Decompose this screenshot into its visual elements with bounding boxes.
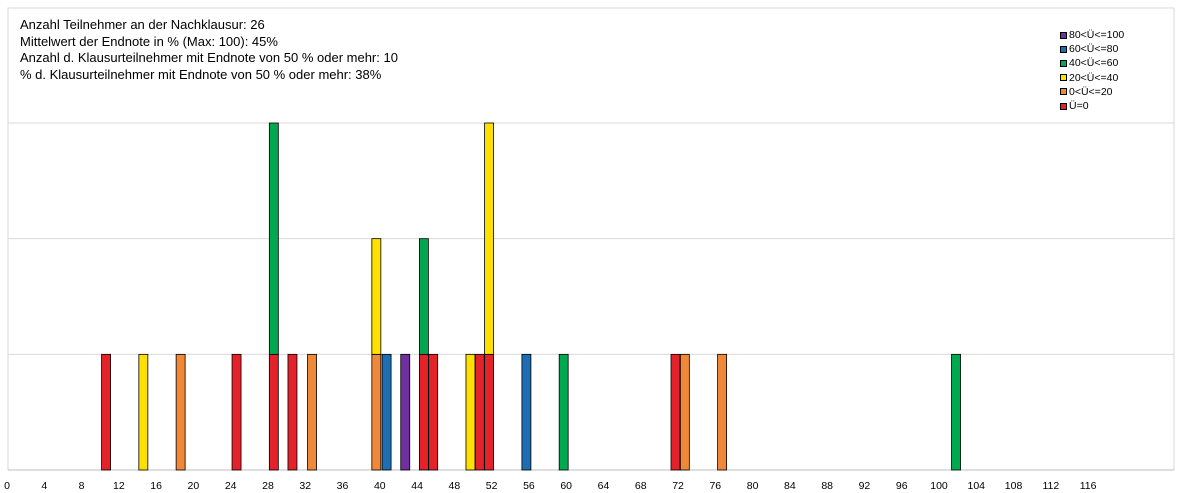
legend-item-20-40: 20<Ü<=40 xyxy=(1060,71,1124,85)
legend-swatch xyxy=(1060,102,1067,110)
bar xyxy=(484,122,495,355)
legend-label: 80<Ü<=100 xyxy=(1069,29,1125,41)
legend-label: 20<Ü<=40 xyxy=(1069,71,1119,84)
x-tick-label: 116 xyxy=(1080,480,1097,492)
x-tick-label: 84 xyxy=(784,480,796,492)
x-tick-label: 20 xyxy=(188,480,200,492)
x-tick-label: 56 xyxy=(523,480,535,492)
x-tick-label: 112 xyxy=(1042,480,1059,492)
bar xyxy=(101,353,111,471)
bar xyxy=(717,353,728,471)
bar xyxy=(465,353,476,471)
bar xyxy=(679,353,690,471)
legend-swatch xyxy=(1060,74,1067,82)
x-tick-label: 36 xyxy=(337,480,349,492)
legend: 80<Ü<=100 60<Ü<=80 40<Ü<=60 20<Ü<=40 0<Ü… xyxy=(1060,28,1124,113)
x-tick-label: 92 xyxy=(859,480,871,492)
bar xyxy=(138,353,149,471)
info-count-passed: Anzahl d. Klausurteilnehmer mit Endnote … xyxy=(20,50,398,65)
bar xyxy=(268,122,279,355)
legend-item-60-80: 60<Ü<=80 xyxy=(1060,42,1124,56)
x-tick-label: 52 xyxy=(486,480,498,492)
x-tick-label: 72 xyxy=(672,480,684,492)
bar xyxy=(268,353,279,471)
x-tick-label: 28 xyxy=(262,480,274,492)
legend-swatch xyxy=(1060,45,1067,53)
legend-item-0: Ü=0 xyxy=(1060,99,1124,113)
x-tick-label: 16 xyxy=(150,480,162,492)
legend-label: Ü=0 xyxy=(1069,100,1089,113)
bar xyxy=(418,238,429,355)
bar xyxy=(670,353,681,471)
x-tick-label: 0 xyxy=(4,480,10,492)
info-block: Anzahl Teilnehmer an der Nachklausur: 26… xyxy=(20,17,398,83)
x-tick-label: 60 xyxy=(560,480,572,492)
x-tick-label: 4 xyxy=(41,480,47,492)
bar xyxy=(428,353,439,471)
legend-swatch xyxy=(1060,88,1067,96)
bar xyxy=(474,353,485,471)
bar xyxy=(418,353,429,471)
x-tick-label: 24 xyxy=(225,480,237,492)
bar xyxy=(381,353,392,471)
legend-item-0-20: 0<Ü<=20 xyxy=(1060,85,1124,99)
x-tick-label: 40 xyxy=(374,480,386,492)
info-mean-grade: Mittelwert der Endnote in % (Max: 100): … xyxy=(20,33,278,49)
x-tick-label: 8 xyxy=(79,480,85,492)
bar xyxy=(371,238,382,355)
bar xyxy=(175,353,186,471)
x-tick-label: 108 xyxy=(1005,480,1023,492)
bar xyxy=(371,353,382,471)
x-tick-label: 32 xyxy=(299,480,311,492)
x-tick-label: 96 xyxy=(896,480,908,492)
x-tick-label: 64 xyxy=(598,480,610,492)
x-tick-label: 44 xyxy=(411,480,423,492)
x-tick-label: 76 xyxy=(709,480,721,492)
x-tick-label: 48 xyxy=(449,480,461,492)
legend-swatch xyxy=(1060,60,1067,67)
legend-label: 40<Ü<=60 xyxy=(1069,57,1119,70)
bar xyxy=(521,353,532,471)
bar xyxy=(307,353,317,471)
info-participants: Anzahl Teilnehmer an der Nachklausur: 26 xyxy=(20,17,265,32)
x-tick-label: 100 xyxy=(930,480,948,492)
bar xyxy=(231,353,242,471)
x-tick-label: 12 xyxy=(113,480,125,492)
legend-swatch xyxy=(1060,31,1067,39)
bar xyxy=(484,353,495,471)
info-percent-passed: % d. Klausurteilnehmer mit Endnote von 5… xyxy=(20,66,382,82)
x-tick-label: 104 xyxy=(968,480,986,492)
bar xyxy=(400,353,411,471)
legend-label: 0<Ü<=20 xyxy=(1069,85,1113,98)
legend-item-80-100: 80<Ü<=100 xyxy=(1060,28,1124,42)
bar xyxy=(287,353,298,471)
bar xyxy=(951,353,961,471)
x-tick-label: 68 xyxy=(635,480,647,492)
x-tick-label: 80 xyxy=(747,480,759,492)
legend-item-40-60: 40<Ü<=60 xyxy=(1060,56,1124,70)
x-tick-label: 88 xyxy=(821,480,833,492)
legend-label: 60<Ü<=80 xyxy=(1069,43,1119,56)
bar xyxy=(558,353,569,471)
